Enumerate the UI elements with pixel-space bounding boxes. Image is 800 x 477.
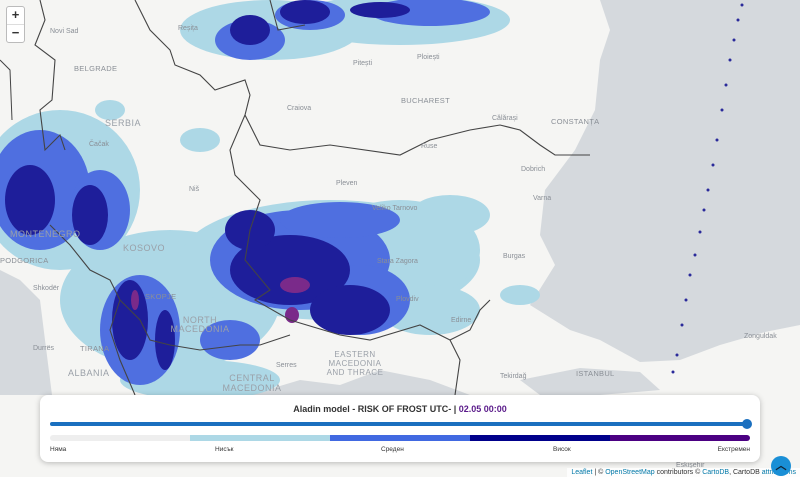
- label-cacak: Čačak: [89, 141, 109, 148]
- risk-scale-labels: Няма Нисък Среден Висок Екстремен: [50, 446, 750, 456]
- legend-time: 02.05 00:00: [458, 404, 507, 414]
- legend-panel: Aladin model - RISK OF FROST UTC- | 02.0…: [40, 395, 760, 462]
- label-kosovo: KOSOVO: [123, 243, 166, 253]
- label-craiova: Craiova: [287, 105, 312, 112]
- label-belgrade: BELGRADE: [74, 64, 118, 73]
- label-novi-sad: Novi Sad: [50, 28, 79, 35]
- risk-label-none: Няма: [50, 446, 67, 453]
- label-edirne: Edirne: [451, 317, 472, 324]
- zoom-out-button[interactable]: −: [7, 24, 24, 42]
- time-slider-handle[interactable]: [742, 419, 752, 429]
- leaflet-link[interactable]: Leaflet: [571, 469, 593, 476]
- label-eastern-macedonia: EASTERN MACEDONIA AND THRACE: [326, 350, 384, 377]
- label-constanta: CONSTANȚA: [551, 117, 600, 126]
- zoom-in-button[interactable]: +: [11, 7, 20, 22]
- risk-scale-segment: [50, 435, 190, 441]
- label-eskisehir: Eskişehir: [676, 462, 705, 469]
- time-slider[interactable]: [50, 419, 752, 429]
- label-ruse: Ruse: [421, 143, 438, 150]
- attribution-text: , CartoDB: [729, 469, 762, 476]
- label-plovdiv: Plovdiv: [396, 296, 419, 303]
- frost-extreme-areas: [131, 277, 310, 323]
- label-podgorica: PODGORICA: [0, 256, 49, 265]
- label-dobrich: Dobrich: [521, 166, 546, 173]
- label-resita: Reșița: [178, 25, 198, 32]
- label-tirana: TIRANA: [80, 344, 110, 353]
- label-bucharest: BUCHAREST: [401, 96, 450, 105]
- label-pitesti: Pitești: [353, 60, 373, 67]
- label-pleven: Pleven: [336, 180, 358, 187]
- risk-scale-segment: [330, 435, 470, 441]
- label-shkoder: Shkodër: [33, 285, 60, 292]
- risk-label-high: Висок: [553, 446, 571, 453]
- risk-label-extreme: Екстремен: [717, 446, 750, 453]
- osm-link[interactable]: OpenStreetMap: [605, 469, 655, 476]
- legend-title-text: Aladin model - RISK OF FROST UTC- |: [293, 404, 457, 414]
- label-calarasi: Călărași: [492, 115, 518, 122]
- label-central-macedonia: CENTRAL MACEDONIA: [222, 373, 282, 393]
- risk-label-medium: Среден: [381, 446, 404, 453]
- attribution-text: contributors ©: [654, 469, 703, 476]
- label-tekirdag: Tekirdağ: [500, 373, 527, 380]
- attribution-text: | ©: [592, 469, 606, 476]
- risk-color-scale: [50, 435, 750, 441]
- label-nis: Niš: [189, 186, 200, 193]
- label-ploiesti: Ploiești: [417, 54, 440, 61]
- label-istanbul: ISTANBUL: [576, 369, 615, 378]
- risk-scale-segment: [470, 435, 610, 441]
- scroll-top-button[interactable]: ︿: [771, 456, 791, 476]
- label-varna: Varna: [533, 195, 552, 202]
- label-montenegro: MONTENEGRO: [10, 229, 81, 239]
- label-burgas: Burgas: [503, 253, 526, 260]
- label-veliko-tarnovo: Veliko Tarnovo: [372, 205, 418, 212]
- black-sea: [530, 0, 800, 362]
- label-serres: Serres: [276, 362, 297, 369]
- label-durres: Durrës: [33, 345, 55, 352]
- chevron-up-icon: ︿: [775, 460, 787, 472]
- label-albania: ALBANIA: [68, 368, 110, 378]
- cartodb-link[interactable]: CartoDB: [702, 469, 730, 476]
- map-attribution: Leaflet | © OpenStreetMap contributors ©…: [567, 468, 800, 477]
- risk-scale-segment: [190, 435, 330, 441]
- country-borders: [34, 0, 590, 396]
- zoom-control: + −: [6, 6, 25, 43]
- legend-title: Aladin model - RISK OF FROST UTC- | 02.0…: [40, 404, 760, 414]
- label-serbia: SERBIA: [105, 118, 142, 128]
- label-skopje: SKOPJE: [145, 292, 177, 301]
- label-stara-zagora: Stara Zagora: [377, 258, 418, 265]
- label-zonguldak: Zonguldak: [744, 333, 777, 340]
- risk-scale-segment: [610, 435, 750, 441]
- frost-high-areas: [5, 0, 410, 370]
- risk-label-low: Нисък: [215, 446, 234, 453]
- label-north-macedonia: NORTH MACEDONIA: [170, 315, 230, 334]
